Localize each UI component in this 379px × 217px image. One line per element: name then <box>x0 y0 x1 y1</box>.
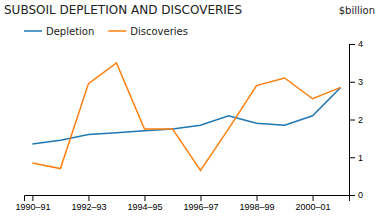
x-tick-label: 1994–95 <box>127 202 162 212</box>
legend-label: Depletion <box>46 26 94 37</box>
line <box>32 63 340 171</box>
y-tick-label: 4 <box>358 39 363 49</box>
y-tick-mark <box>349 44 355 45</box>
x-tick-label: 1990–91 <box>15 202 50 212</box>
x-axis: 1990–91 1992–93 1994–95 1996–97 1998–99 2000–… <box>15 195 349 212</box>
legend: Depletion Discoveries <box>24 26 188 37</box>
x-tick: 1994–95 <box>127 195 162 212</box>
x-axis-line <box>25 196 350 202</box>
x-tick-mark <box>88 195 89 201</box>
x-tick-label: 1998–99 <box>240 202 275 212</box>
y-tick: 1 <box>349 153 363 163</box>
title: SUBSOIL DEPLETION AND DISCOVERIES <box>4 3 242 17</box>
y-tick: 0 <box>349 190 363 200</box>
legend-item: Discoveries <box>108 26 188 37</box>
x-tick: 1998–99 <box>240 195 275 212</box>
x-tick-mark <box>32 195 33 201</box>
lines <box>32 63 340 171</box>
y-tick-mark <box>349 82 355 83</box>
y-tick-label: 3 <box>358 77 363 87</box>
y-tick-label: 0 <box>358 190 363 200</box>
y-axis: 0 1 2 3 4 <box>349 39 363 200</box>
y-axis-label: $billion <box>339 5 375 16</box>
y-tick-mark <box>349 157 355 158</box>
x-tick: 1992–93 <box>71 195 106 212</box>
y-tick: 2 <box>349 115 363 125</box>
y-tick: 4 <box>349 39 363 49</box>
y-tick-mark <box>349 120 355 121</box>
plot: 1990–91 1992–93 1994–95 1996–97 1998–99 2000–… <box>15 39 363 212</box>
x-tick: 1996–97 <box>183 195 218 212</box>
legend-item: Depletion <box>24 26 94 37</box>
y-tick-mark <box>349 195 355 196</box>
x-tick: 1990–91 <box>15 195 50 212</box>
x-tick-label: 2000–01 <box>296 202 331 212</box>
y-tick-label: 2 <box>358 115 363 125</box>
x-tick-mark <box>201 195 202 201</box>
x-tick-mark <box>144 195 145 201</box>
x-tick-mark <box>313 195 314 201</box>
legend-swatch <box>24 30 42 32</box>
x-tick-mark <box>257 195 258 201</box>
legend-swatch <box>108 30 126 32</box>
x-tick: 2000–01 <box>296 195 331 212</box>
y-tick-label: 1 <box>358 153 363 163</box>
x-tick-label: 1996–97 <box>183 202 218 212</box>
y-tick: 3 <box>349 77 363 87</box>
chart: SUBSOIL DEPLETION AND DISCOVERIES $billio… <box>0 0 379 217</box>
y-axis-line <box>350 45 356 196</box>
x-tick-label: 1992–93 <box>71 202 106 212</box>
legend-label: Discoveries <box>130 26 188 37</box>
